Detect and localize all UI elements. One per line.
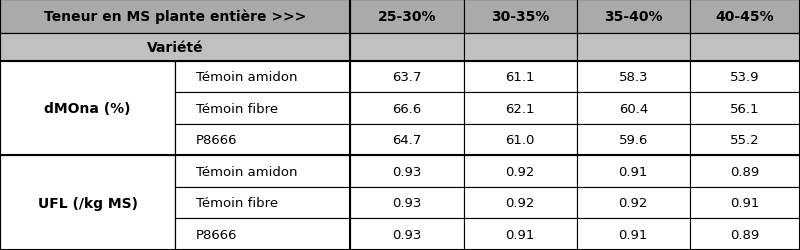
Bar xyxy=(463,93,577,124)
Bar xyxy=(0,0,350,34)
Bar xyxy=(690,0,800,34)
Text: 64.7: 64.7 xyxy=(392,134,422,146)
Text: 0.91: 0.91 xyxy=(618,228,648,241)
Text: 0.91: 0.91 xyxy=(730,196,760,209)
Bar xyxy=(463,124,577,156)
Text: 61.0: 61.0 xyxy=(506,134,535,146)
Bar xyxy=(175,93,350,124)
Bar xyxy=(463,34,577,62)
Bar xyxy=(175,124,350,156)
Text: dMOna (%): dMOna (%) xyxy=(44,102,131,116)
Bar xyxy=(690,218,800,250)
Text: Variété: Variété xyxy=(147,41,203,54)
Bar xyxy=(350,34,463,62)
Text: 0.89: 0.89 xyxy=(730,165,759,178)
Bar xyxy=(690,93,800,124)
Bar xyxy=(350,124,463,156)
Text: 61.1: 61.1 xyxy=(506,71,535,84)
Text: 58.3: 58.3 xyxy=(618,71,648,84)
Bar xyxy=(577,0,690,34)
Text: 55.2: 55.2 xyxy=(730,134,760,146)
Bar xyxy=(350,187,463,218)
Bar xyxy=(690,187,800,218)
Bar xyxy=(350,93,463,124)
Bar xyxy=(577,187,690,218)
Bar xyxy=(690,124,800,156)
Bar xyxy=(577,62,690,93)
Bar xyxy=(577,124,690,156)
Bar xyxy=(690,156,800,187)
Bar xyxy=(175,156,350,187)
Bar xyxy=(463,0,577,34)
Text: 0.89: 0.89 xyxy=(730,228,759,241)
Bar xyxy=(690,62,800,93)
Text: 0.92: 0.92 xyxy=(506,196,535,209)
Bar xyxy=(175,62,350,93)
Bar xyxy=(350,156,463,187)
Text: 63.7: 63.7 xyxy=(392,71,422,84)
Text: Témoin fibre: Témoin fibre xyxy=(196,196,278,209)
Bar xyxy=(463,187,577,218)
Text: 53.9: 53.9 xyxy=(730,71,760,84)
Text: Témoin amidon: Témoin amidon xyxy=(196,165,298,178)
Text: 0.93: 0.93 xyxy=(392,228,422,241)
Text: UFL (/kg MS): UFL (/kg MS) xyxy=(38,196,138,210)
Text: 40-45%: 40-45% xyxy=(716,10,774,24)
Text: P8666: P8666 xyxy=(196,134,238,146)
Bar xyxy=(577,156,690,187)
Bar xyxy=(577,93,690,124)
Text: Témoin fibre: Témoin fibre xyxy=(196,102,278,115)
Text: Teneur en MS plante entière >>>: Teneur en MS plante entière >>> xyxy=(44,10,306,24)
Text: 0.92: 0.92 xyxy=(506,165,535,178)
Text: 56.1: 56.1 xyxy=(730,102,760,115)
Bar xyxy=(350,62,463,93)
Text: 35-40%: 35-40% xyxy=(604,10,662,24)
Bar xyxy=(175,218,350,250)
Bar xyxy=(463,156,577,187)
Text: Témoin amidon: Témoin amidon xyxy=(196,71,298,84)
Bar xyxy=(463,218,577,250)
Bar xyxy=(0,62,175,156)
Bar xyxy=(350,0,463,34)
Text: 30-35%: 30-35% xyxy=(491,10,550,24)
Text: 0.92: 0.92 xyxy=(618,196,648,209)
Text: 59.6: 59.6 xyxy=(618,134,648,146)
Bar xyxy=(0,156,175,250)
Bar xyxy=(175,187,350,218)
Text: 62.1: 62.1 xyxy=(506,102,535,115)
Bar xyxy=(463,62,577,93)
Text: 66.6: 66.6 xyxy=(392,102,422,115)
Bar xyxy=(577,34,690,62)
Text: 25-30%: 25-30% xyxy=(378,10,436,24)
Text: 60.4: 60.4 xyxy=(618,102,648,115)
Bar xyxy=(0,34,350,62)
Bar xyxy=(690,34,800,62)
Text: 0.91: 0.91 xyxy=(506,228,535,241)
Text: 0.93: 0.93 xyxy=(392,196,422,209)
Bar xyxy=(350,218,463,250)
Text: 0.93: 0.93 xyxy=(392,165,422,178)
Text: P8666: P8666 xyxy=(196,228,238,241)
Text: 0.91: 0.91 xyxy=(618,165,648,178)
Bar xyxy=(577,218,690,250)
